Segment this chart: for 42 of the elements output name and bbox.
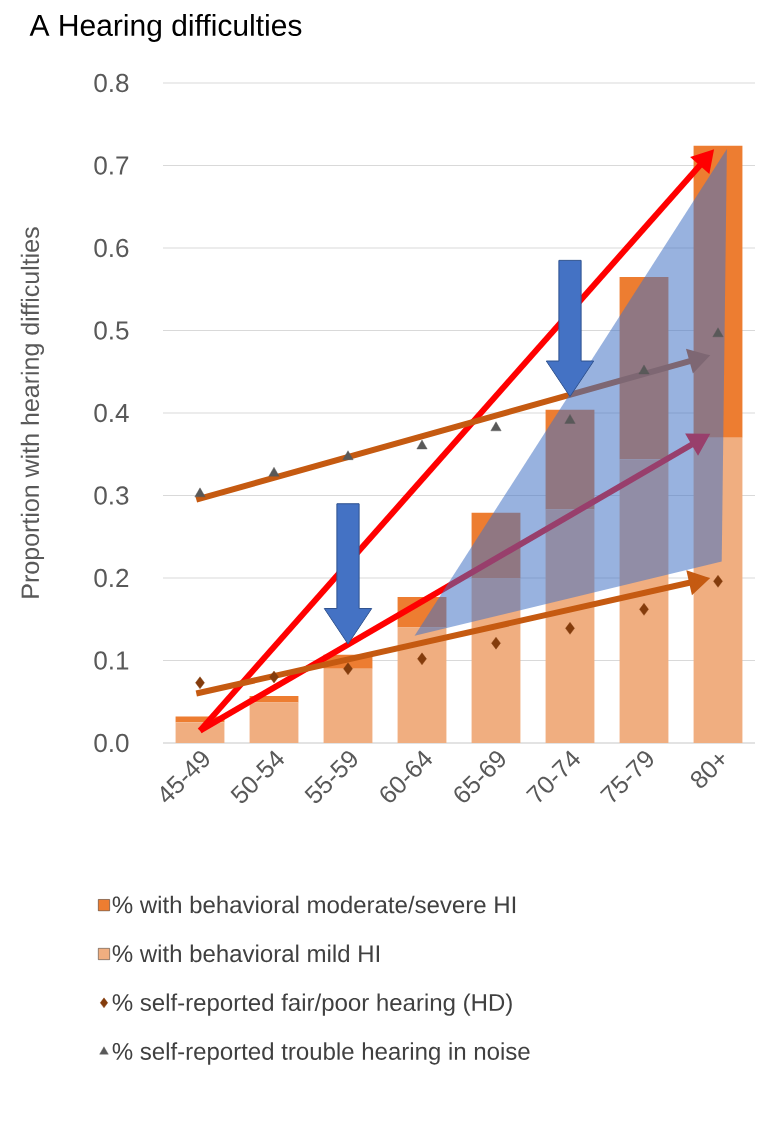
point [712,327,724,337]
bar [249,702,299,743]
legend-label: % self-reported fair/poor hearing (HD) [112,993,512,1016]
y-tick-label: 0.4 [94,403,129,423]
point [490,421,502,432]
point [416,439,428,450]
legend-label: % with behavioral mild HI [112,944,379,963]
bar [397,627,447,743]
legend-label: % with behavioral moderate/severe HI [112,895,516,914]
bar [545,409,595,510]
bar [619,276,669,460]
point [269,670,279,684]
bar [545,509,595,743]
y-tick-label: 0.0 [94,733,129,753]
point [638,364,650,375]
bar [693,437,743,743]
point [194,487,206,498]
point [417,652,427,666]
bar [619,459,669,743]
y-tick-label: 0.2 [94,568,129,588]
y-tick-label: 0.5 [94,321,129,340]
point [342,450,354,460]
legend-label: % self-reported trouble hearing in noise [112,1042,530,1065]
x-tick-label: 80+ [690,754,725,788]
point [195,676,205,689]
point [713,575,723,588]
point [565,622,575,635]
point [491,636,501,650]
point [564,414,576,424]
y-axis-title: Proportion with hearing difficulties [20,227,45,598]
point [268,467,280,477]
chart-title: A Hearing difficulties [29,14,302,42]
bar [693,145,743,438]
bar [471,578,521,743]
bar [323,668,373,743]
y-tick-label: 0.1 [94,651,129,670]
y-tick-label: 0.8 [94,73,129,93]
point [343,662,353,675]
y-tick-label: 0.6 [94,238,129,258]
y-tick-label: 0.7 [94,156,129,175]
point [639,603,649,616]
y-tick-label: 0.3 [94,486,129,505]
